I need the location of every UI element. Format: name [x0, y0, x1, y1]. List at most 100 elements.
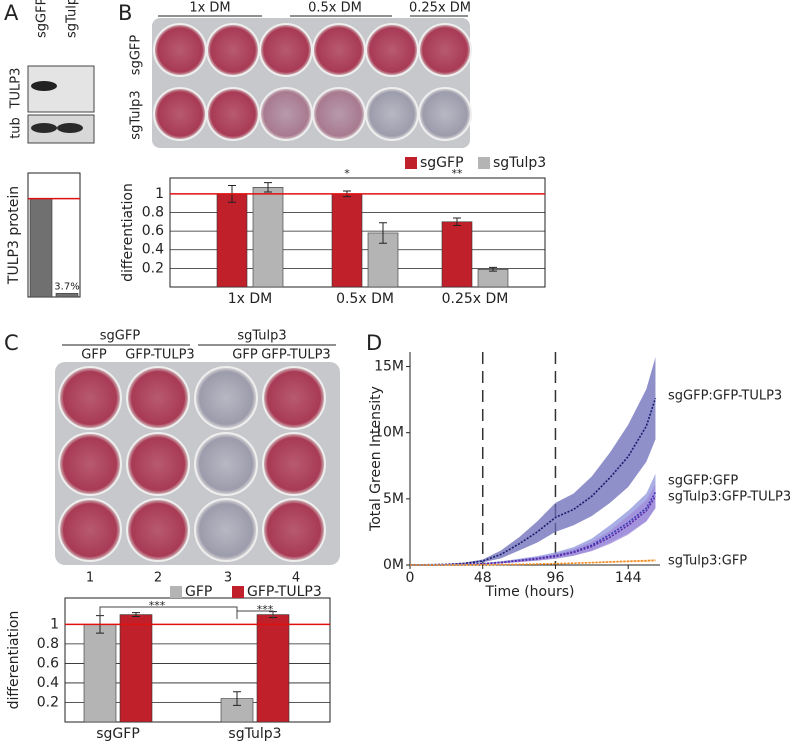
- bar: [83, 624, 117, 723]
- x-tick-label: 48: [474, 570, 492, 586]
- significance: ***: [257, 603, 274, 616]
- x-axis-label: Time (hours): [485, 584, 575, 600]
- blot-column: sgGFP: [35, 0, 50, 38]
- error-bar: [233, 691, 241, 706]
- y-tick-label: 15M: [374, 359, 404, 375]
- error-bar: [379, 222, 387, 244]
- y-tick-label: 0.2: [37, 694, 59, 710]
- y-axis-label: Total Green Intensity: [368, 386, 384, 532]
- plate-column: 0.5x DM: [308, 1, 362, 16]
- x-tick-label: 96: [547, 570, 565, 586]
- blot-column: sgTulp3: [65, 0, 80, 38]
- well: [58, 498, 122, 562]
- y-tick-label: 0M: [383, 557, 404, 573]
- error-bar: [489, 266, 497, 272]
- y-axis-label: differentiation: [120, 183, 136, 282]
- legend-label: GFP-TULP3: [247, 584, 322, 600]
- y-axis-label: differentiation: [6, 611, 22, 710]
- well: [206, 87, 260, 141]
- x-tick-label: 144: [615, 570, 642, 586]
- error-bar: [453, 217, 461, 227]
- well: [126, 432, 190, 496]
- plate-column: GFP-TULP3: [261, 348, 330, 363]
- blot-row: tub: [9, 117, 24, 139]
- panel-label: D: [366, 331, 382, 355]
- series-label: sgTulp3:GFP: [668, 554, 747, 569]
- well: [365, 87, 419, 141]
- series-label: sgGFP:GFP: [668, 474, 738, 489]
- bar: [216, 193, 248, 288]
- plate-row: sgTulp3: [129, 90, 144, 139]
- well: [153, 87, 207, 141]
- well-number: 2: [154, 571, 162, 586]
- plate-group: sgGFP: [100, 329, 141, 344]
- confidence-band: [410, 484, 656, 565]
- value-label: 3.7%: [54, 281, 79, 292]
- significance-bracket: [99, 606, 238, 615]
- x-tick-label: 1x DM: [228, 291, 273, 307]
- significance-bracket: [236, 610, 274, 619]
- well: [194, 498, 258, 562]
- bar: [29, 198, 53, 298]
- x-tick-label: 0.5x DM: [336, 291, 394, 307]
- legend-swatch: [478, 157, 490, 169]
- bar: [256, 614, 290, 723]
- y-tick-label: 10M: [374, 425, 404, 441]
- legend-swatch: [170, 586, 182, 598]
- plate-column: 1x DM: [189, 1, 230, 16]
- legend-label: sgGFP: [420, 155, 464, 171]
- well: [194, 432, 258, 496]
- well: [365, 23, 419, 77]
- y-tick-label: 1: [50, 616, 59, 632]
- well: [312, 87, 366, 141]
- y-axis-label: TULP3 protein: [6, 186, 22, 285]
- legend-label: sgTulp3: [493, 155, 546, 171]
- well: [58, 366, 122, 430]
- wells: [58, 23, 472, 562]
- y-tick-label: 1: [155, 186, 164, 202]
- well: [206, 23, 260, 77]
- well: [259, 23, 313, 77]
- legend-swatch: [405, 157, 417, 169]
- x-tick-label: 0: [406, 570, 415, 586]
- series-label: sgGFP:GFP-TULP3: [668, 389, 782, 404]
- y-tick-label: 0.8: [142, 204, 164, 220]
- y-tick-label: 5M: [383, 491, 404, 507]
- well: [126, 498, 190, 562]
- bar: [441, 221, 473, 288]
- bar: [252, 187, 284, 288]
- blot-band: [57, 123, 83, 133]
- well-number: 1: [86, 571, 94, 586]
- well-number: 4: [292, 571, 300, 586]
- well: [259, 87, 313, 141]
- y-tick-label: 0.8: [37, 636, 59, 652]
- bar: [55, 293, 79, 298]
- plot-frame: [64, 597, 331, 723]
- y-tick-label: 0.4: [37, 675, 59, 691]
- well: [153, 23, 207, 77]
- bar: [477, 268, 509, 288]
- legend-label: GFP: [185, 584, 212, 600]
- well: [194, 366, 258, 430]
- blot-band: [31, 81, 57, 91]
- confidence-band: [410, 357, 656, 565]
- plate-column: 0.25x DM: [409, 1, 471, 16]
- y-tick-label: 0.6: [37, 655, 59, 671]
- significance: *: [344, 167, 350, 180]
- plate-column: GFP-TULP3: [125, 348, 194, 363]
- legend-swatch: [232, 586, 244, 598]
- well: [262, 432, 326, 496]
- significance: ***: [149, 599, 166, 612]
- x-tick-label: sgTulp3: [228, 726, 281, 742]
- series-label: sgTulp3:GFP-TULP3: [668, 490, 791, 505]
- x-tick-label: 0.25x DM: [442, 291, 509, 307]
- bar: [331, 193, 363, 288]
- well: [418, 23, 472, 77]
- blot-band: [31, 123, 57, 133]
- plate-group: sgTulp3: [237, 329, 286, 344]
- bar: [119, 614, 153, 723]
- y-tick-label: 0.4: [142, 242, 164, 258]
- x-tick-label: sgGFP: [96, 726, 140, 742]
- error-bar: [132, 612, 140, 618]
